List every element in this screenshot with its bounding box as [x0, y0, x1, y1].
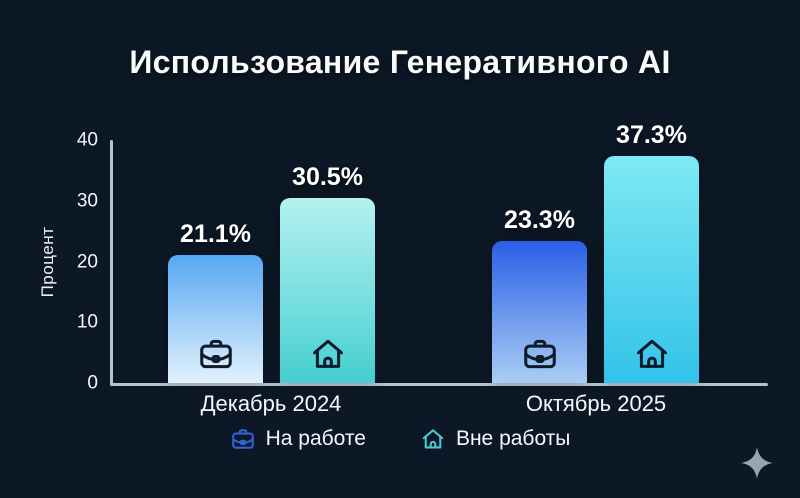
bar-value-label: 37.3%	[616, 121, 687, 150]
house-icon	[309, 335, 347, 373]
bar-group-dec-2024: 21.1% 30.5%	[168, 140, 375, 383]
briefcase-icon	[521, 335, 559, 373]
bar-at-work-oct-2025: 23.3%	[492, 206, 587, 383]
sparkle-icon	[738, 444, 776, 482]
legend: На работе Вне работы	[0, 426, 800, 452]
bar-outside-work-dec-2024: 30.5%	[280, 163, 375, 383]
x-category-label-dec-2024: Декабрь 2024	[200, 391, 342, 416]
y-tick-0: 0	[87, 372, 98, 394]
legend-label-outside-work: Вне работы	[455, 427, 571, 450]
bar-outside-work-oct-2025: 37.3%	[604, 121, 699, 383]
y-axis-line	[110, 140, 113, 385]
bar-value-label: 21.1%	[180, 219, 251, 248]
legend-item-outside-work: Вне работы	[420, 426, 570, 452]
bar-group-oct-2025: 23.3% 37.3%	[492, 121, 699, 383]
house-icon	[633, 335, 671, 373]
y-tick-20: 20	[76, 251, 98, 272]
briefcase-icon	[197, 335, 235, 373]
x-category-label-oct-2025: Октябрь 2025	[525, 391, 667, 416]
bar-at-work-dec-2024: 21.1%	[168, 220, 263, 383]
bar-value-label: 30.5%	[292, 162, 363, 191]
legend-label-at-work: На работе	[265, 427, 366, 450]
chart-title: Использование Генеративного AI	[129, 44, 671, 80]
y-tick-40: 40	[76, 129, 98, 151]
house-icon	[420, 426, 446, 452]
y-tick-30: 30	[76, 190, 98, 212]
briefcase-icon	[230, 426, 256, 452]
plot-area: 0 10 20 30 40 Процент 21.1% 30.5%	[38, 121, 768, 416]
y-tick-10: 10	[76, 311, 98, 333]
legend-item-at-work: На работе	[230, 426, 366, 452]
bar-value-label: 23.3%	[504, 206, 575, 235]
y-axis-title: Процент	[38, 226, 57, 297]
x-axis-line	[110, 383, 768, 386]
